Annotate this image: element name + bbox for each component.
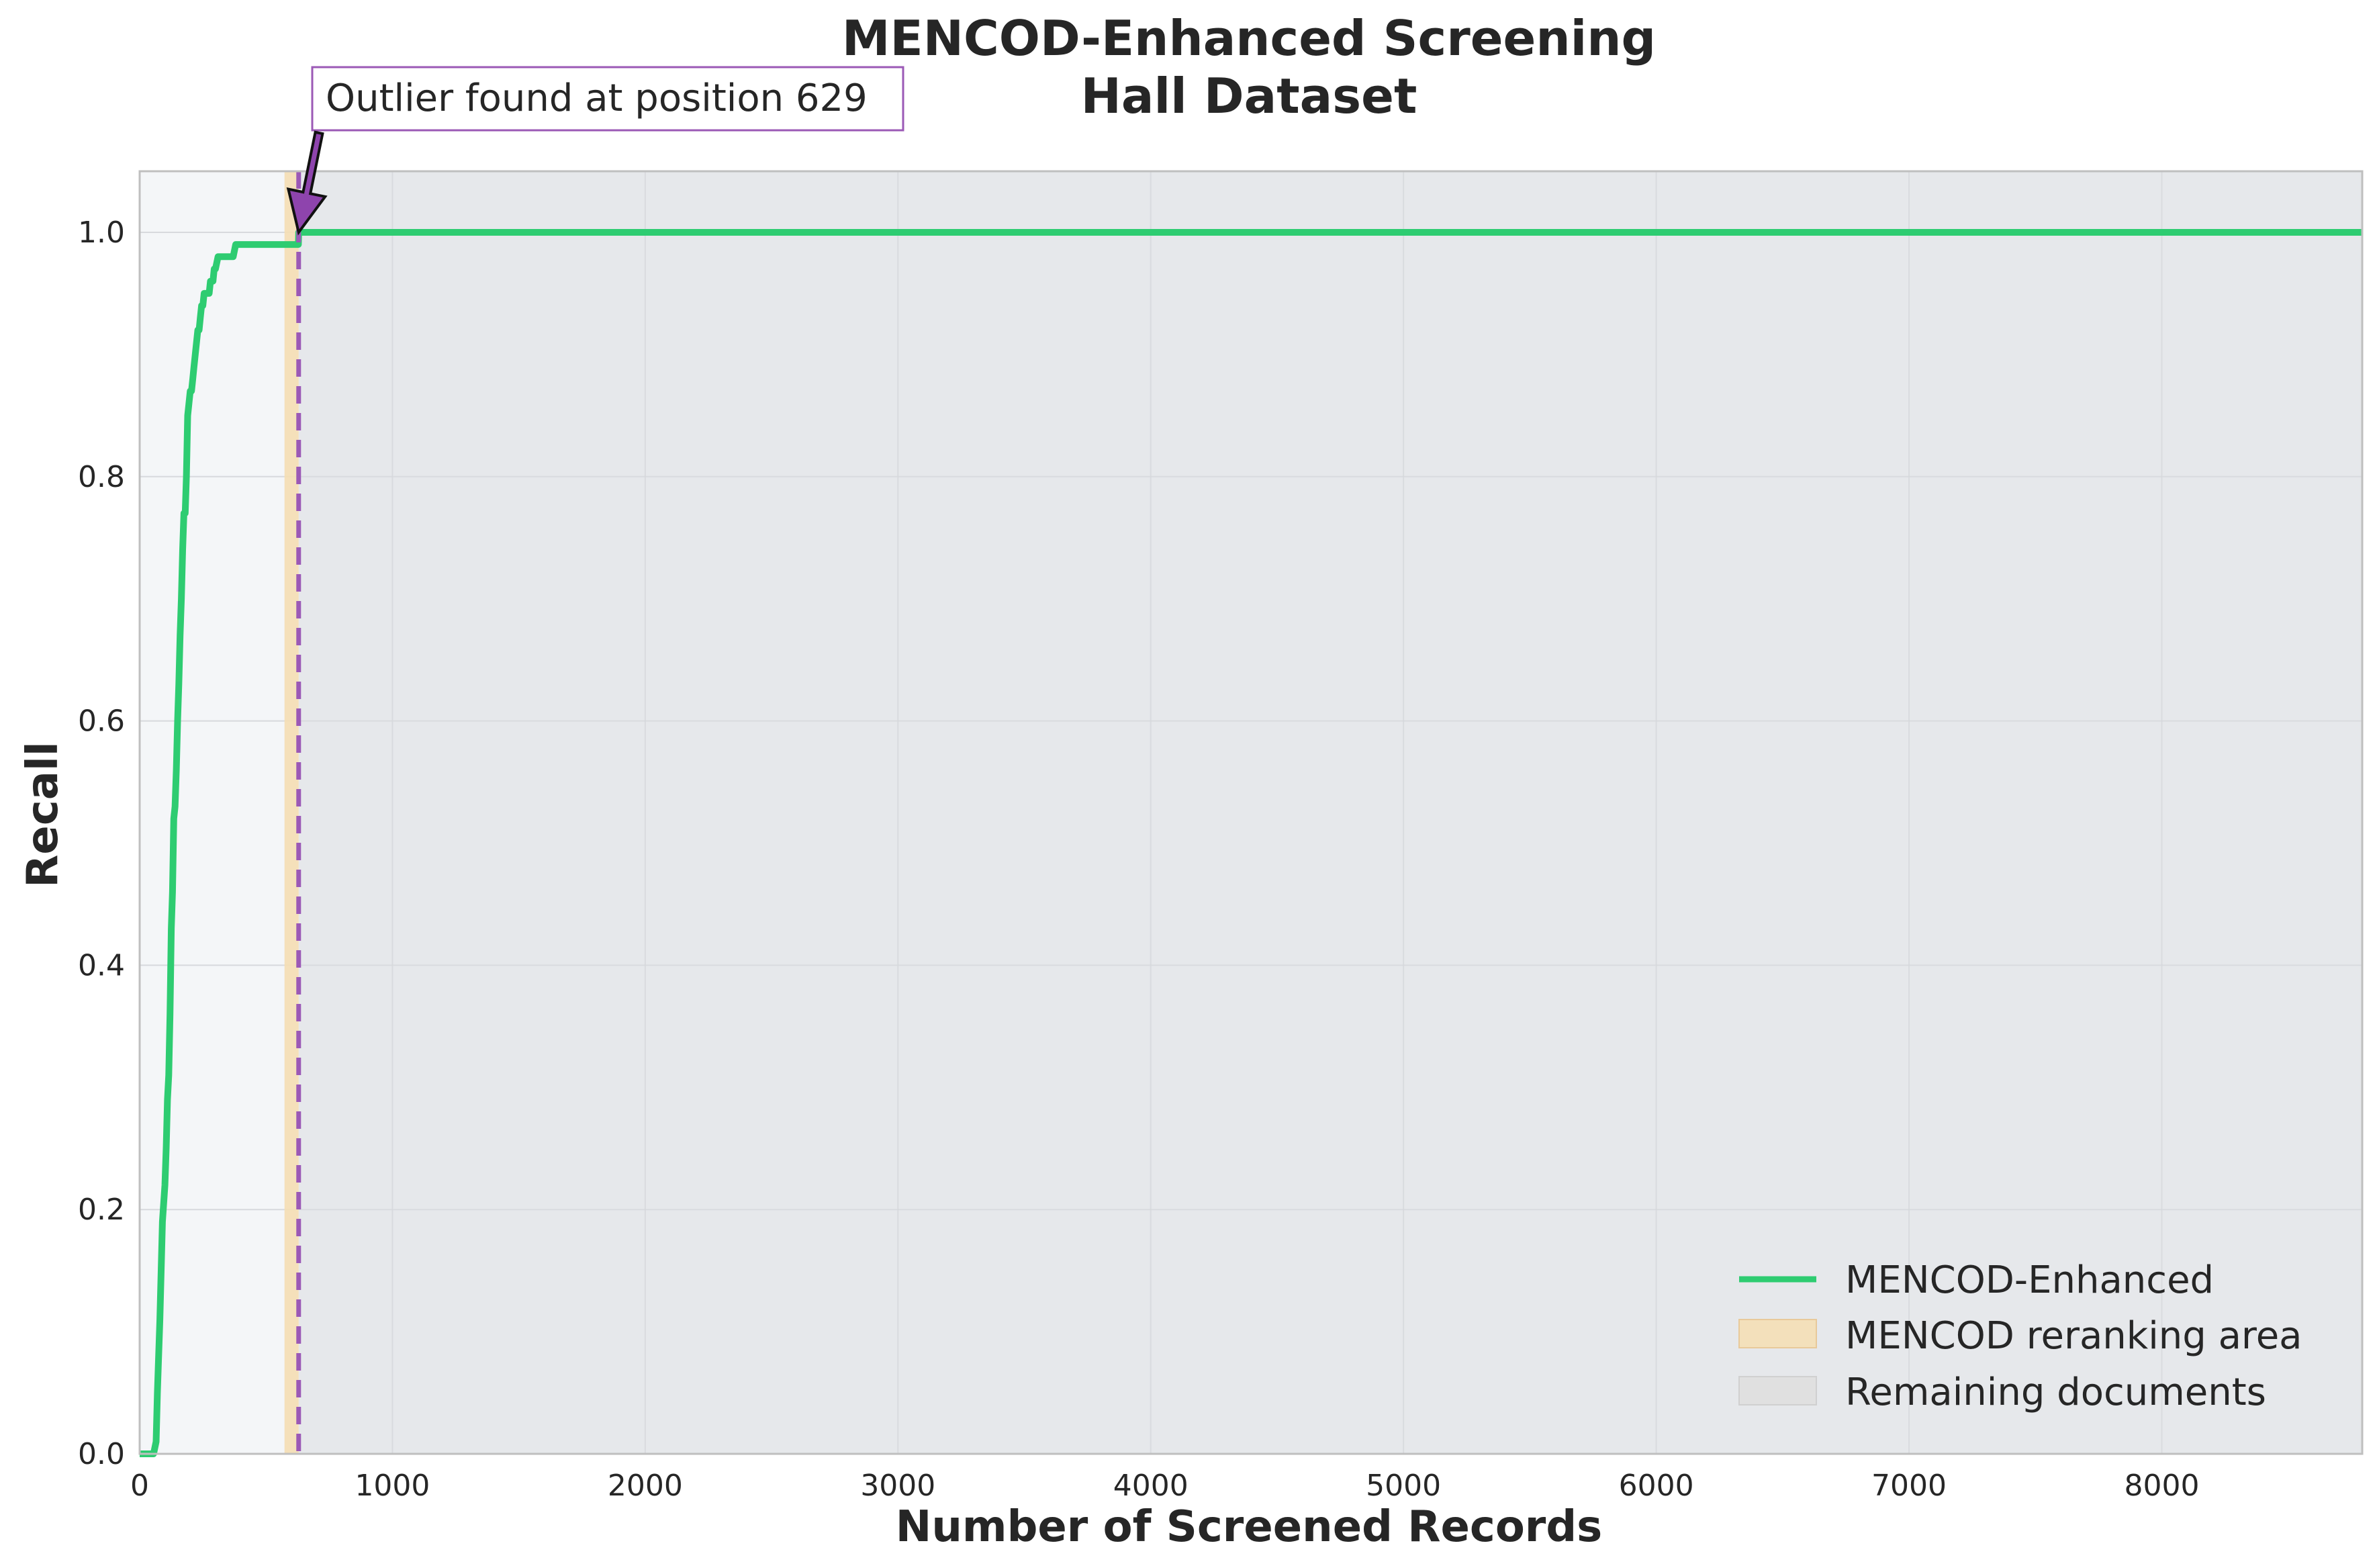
region-reranking-area <box>284 171 299 1454</box>
x-tick-label: 8000 <box>2124 1469 2199 1503</box>
y-axis-ticks: 0.0 0.2 0.4 0.6 0.8 1.0 <box>78 216 125 1471</box>
y-tick-label: 0.2 <box>78 1193 125 1227</box>
series-line-0 <box>140 229 2362 1457</box>
x-axis-ticks: 0 1000 2000 3000 4000 5000 6000 7000 8000 <box>130 1469 2199 1503</box>
chart-subtitle: Hall Dataset <box>1081 68 1417 124</box>
y-tick-label: 0.6 <box>78 704 125 739</box>
y-axis-label: Recall <box>18 741 68 888</box>
legend-item-remaining-documents: Remaining documents <box>1845 1371 2266 1414</box>
legend-swatch-reranking <box>1738 1319 1817 1348</box>
series-layer <box>140 229 2362 1457</box>
y-tick-label: 0.8 <box>78 460 125 494</box>
plot-border <box>138 170 2364 1455</box>
x-tick-label: 7000 <box>1871 1469 1947 1503</box>
regions <box>284 171 2363 1454</box>
y-tick-label: 0.0 <box>78 1437 125 1471</box>
outlier-annotation: Outlier found at position 629 <box>286 66 904 236</box>
annotation-text: Outlier found at position 629 <box>326 77 868 120</box>
x-tick-label: 5000 <box>1366 1469 1441 1503</box>
annotation-arrow <box>286 130 328 236</box>
x-tick-label: 2000 <box>608 1469 683 1503</box>
legend-swatch-remaining <box>1738 1376 1817 1405</box>
legend-item-reranking-area: MENCOD reranking area <box>1845 1314 2302 1358</box>
y-tick-label: 0.4 <box>78 948 125 982</box>
x-tick-label: 1000 <box>355 1469 430 1503</box>
x-tick-label: 0 <box>130 1469 149 1503</box>
y-tick-label: 1.0 <box>78 216 125 250</box>
x-tick-label: 4000 <box>1113 1469 1188 1503</box>
region-remaining-documents <box>298 171 2363 1454</box>
x-tick-label: 3000 <box>860 1469 935 1503</box>
legend-item-mencod-enhanced: MENCOD-Enhanced <box>1845 1258 2214 1302</box>
x-tick-label: 6000 <box>1619 1469 1694 1503</box>
x-axis-label: Number of Screened Records <box>896 1502 1603 1552</box>
annotation-box <box>311 66 904 132</box>
chart-title: MENCOD-Enhanced Screening <box>842 10 1656 66</box>
plot-frame <box>138 170 2364 1455</box>
legend: MENCOD-Enhanced MENCOD reranking area Re… <box>1738 1258 2302 1414</box>
